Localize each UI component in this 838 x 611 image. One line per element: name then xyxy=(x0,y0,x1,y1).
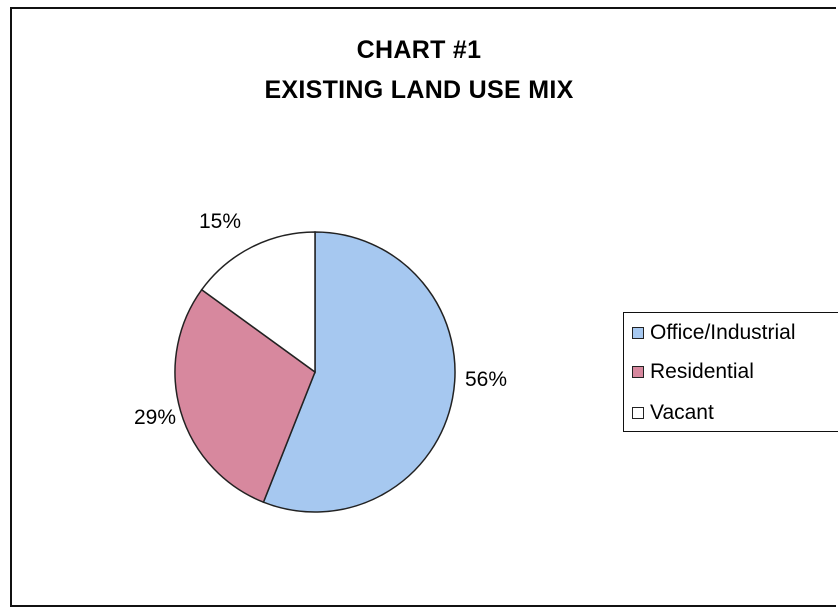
legend-swatch-office-industrial xyxy=(632,327,644,339)
pie-slice-office-industrial xyxy=(262,231,456,513)
legend-item-residential: Residential xyxy=(632,360,754,384)
legend-label-office-industrial: Office/Industrial xyxy=(650,321,796,344)
slice-label-vacant: 15% xyxy=(199,210,241,233)
chart-legend: Office/Industrial Residential Vacant xyxy=(623,312,838,432)
legend-item-vacant: Vacant xyxy=(632,401,714,425)
pie-slice-residential xyxy=(174,288,316,504)
legend-label-residential: Residential xyxy=(650,360,754,383)
chart-title-line-2: EXISTING LAND USE MIX xyxy=(264,76,574,104)
legend-swatch-vacant xyxy=(632,407,644,419)
chart-title-line-1: CHART #1 xyxy=(356,36,482,64)
slice-label-residential: 29% xyxy=(134,406,176,429)
slice-label-office-industrial: 56% xyxy=(465,368,507,391)
legend-swatch-residential xyxy=(632,366,644,378)
pie-slice-vacant xyxy=(200,231,316,374)
legend-item-office-industrial: Office/Industrial xyxy=(632,321,796,345)
legend-label-vacant: Vacant xyxy=(650,401,714,424)
